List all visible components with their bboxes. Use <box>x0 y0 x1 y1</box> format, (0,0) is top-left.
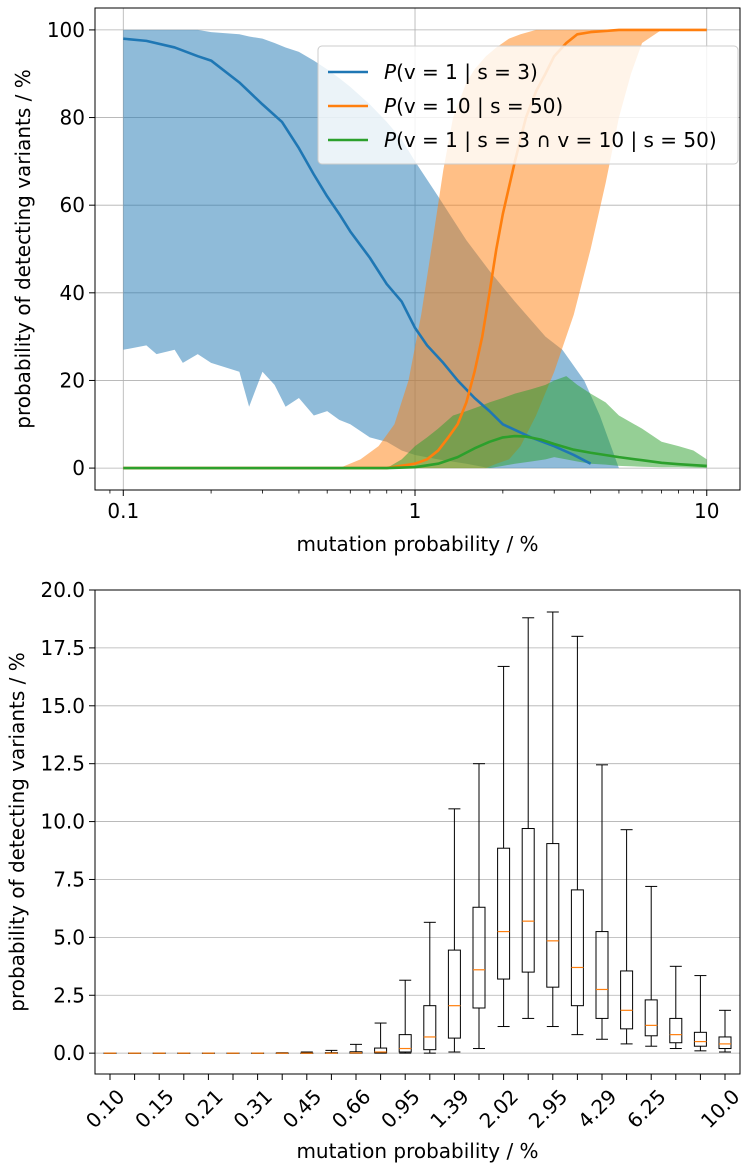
bottom-y-tick-label: 2.5 <box>53 983 85 1007</box>
box-0.38 <box>276 1053 288 1054</box>
box-0.45 <box>301 1052 313 1053</box>
bottom-y-tick-label: 7.5 <box>53 867 85 891</box>
bottom-x-axis-label: mutation probability / % <box>296 1139 538 1163</box>
bottom-y-tick-label: 20.0 <box>40 578 85 602</box>
top-y-tick-label: 20 <box>60 368 85 392</box>
bottom-y-tick-label: 17.5 <box>40 636 85 660</box>
top-y-tick-label: 0 <box>72 456 85 480</box>
legend-label-2: P(v = 10 | s = 50) <box>384 94 563 118</box>
bottom-y-tick-label: 12.5 <box>40 752 85 776</box>
top-y-tick-label: 100 <box>47 18 85 42</box>
bottom-y-tick-label: 10.0 <box>40 810 85 834</box>
top-x-tick-label: 1 <box>409 499 422 523</box>
top-y-tick-label: 80 <box>60 106 85 130</box>
top-y-axis-label: probability of detecting variants / % <box>11 69 35 429</box>
bottom-y-axis-label: probability of detecting variants / % <box>5 652 29 1012</box>
bottom-y-tick-label: 5.0 <box>53 925 85 949</box>
legend-label-3: P(v = 1 | s = 3 ∩ v = 10 | s = 50) <box>384 128 717 152</box>
bottom-y-tick-label: 15.0 <box>40 694 85 718</box>
bottom-y-tick-label: 0.0 <box>53 1041 85 1065</box>
legend-label-1: P(v = 1 | s = 3) <box>384 60 538 84</box>
top-y-tick-label: 60 <box>60 193 85 217</box>
top-y-tick-label: 40 <box>60 281 85 305</box>
top-x-tick-label: 0.1 <box>107 499 139 523</box>
top-x-axis-label: mutation probability / % <box>296 532 538 556</box>
top-legend: P(v = 1 | s = 3) P(v = 10 | s = 50) P(v = … <box>318 46 738 164</box>
top-x-tick-label: 10 <box>694 499 719 523</box>
